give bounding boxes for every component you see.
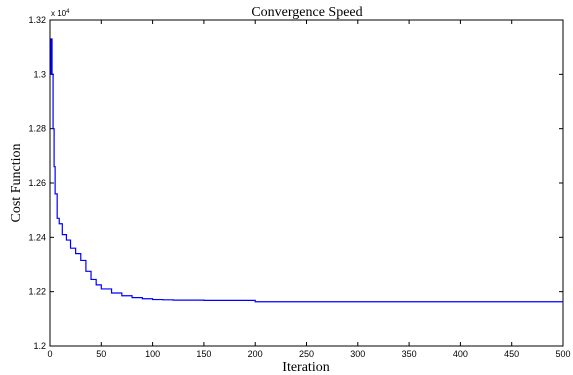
y-tick-label: 1.28 (28, 124, 46, 134)
x-tick-label: 450 (504, 349, 519, 359)
x-tick-label: 50 (96, 349, 106, 359)
svg-text:x 104: x 104 (51, 9, 70, 18)
y-exponent-power: 4 (66, 9, 70, 15)
series-line-0 (50, 38, 563, 303)
x-axis-ticks: 0 50 100 150 200 250 300 350 400 450 500 (47, 20, 571, 359)
plot-area (49, 19, 564, 347)
x-tick-label: 250 (299, 349, 314, 359)
x-tick-label: 500 (555, 349, 570, 359)
chart-title: Convergence Speed (251, 5, 362, 20)
x-tick-label: 200 (248, 349, 263, 359)
y-tick-label: 1.26 (28, 178, 46, 188)
y-tick-label: 1.22 (28, 287, 46, 297)
x-tick-label: 400 (453, 349, 468, 359)
y-axis-label: Cost Function (9, 144, 24, 223)
y-exponent: x 104 (51, 9, 70, 18)
x-tick-label: 150 (196, 349, 211, 359)
y-tick-label: 1.32 (28, 15, 46, 25)
x-tick-label: 350 (402, 349, 417, 359)
y-tick-label: 1.24 (28, 232, 46, 242)
y-exponent-base: x 10 (51, 9, 67, 18)
x-tick-label: 100 (145, 349, 160, 359)
x-tick-label: 300 (350, 349, 365, 359)
x-axis-label: Iteration (282, 360, 329, 375)
series-layer (50, 38, 563, 303)
y-tick-label: 1.3 (33, 69, 46, 79)
y-tick-label: 1.2 (33, 341, 46, 351)
x-tick-label: 0 (47, 349, 52, 359)
